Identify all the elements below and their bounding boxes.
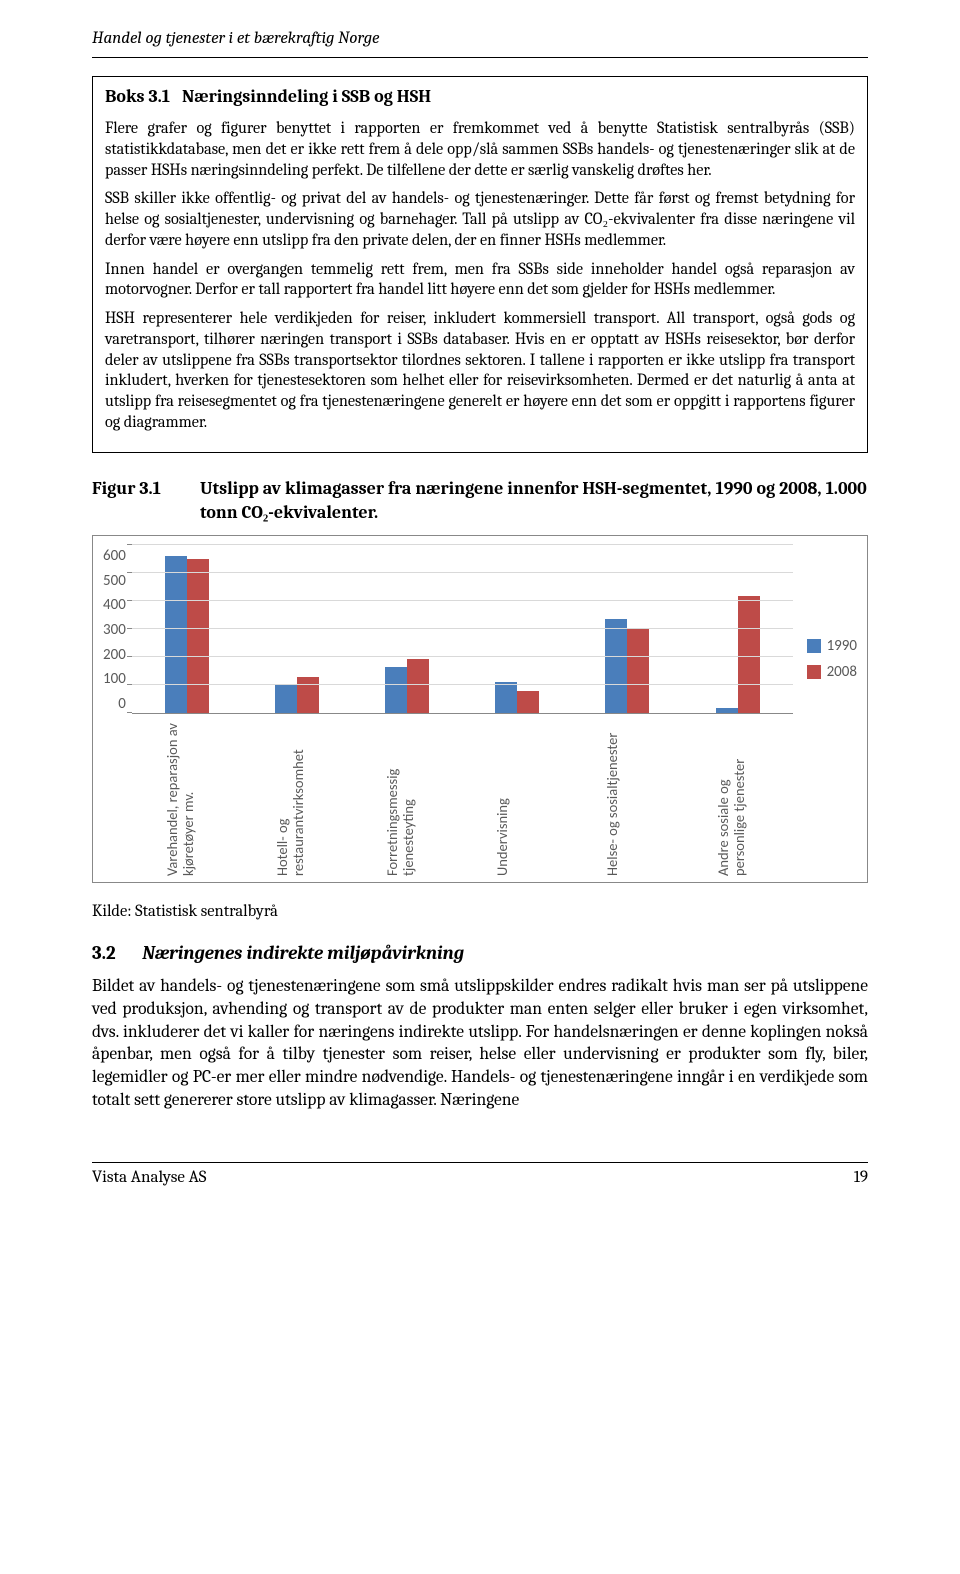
legend-item: 2008 xyxy=(807,662,857,682)
y-tick-label: 600 xyxy=(103,546,126,566)
section-title: Næringenes indirekte miljøpåvirkning xyxy=(142,942,464,964)
box-paragraph: Flere grafer og figurer benyttet i rappo… xyxy=(105,119,855,181)
bar xyxy=(165,556,187,713)
figure-caption: Utslipp av klimagasser fra næringene inn… xyxy=(200,477,868,526)
bar-group xyxy=(275,677,319,713)
chart-plot-area xyxy=(132,546,793,714)
y-tick-label: 500 xyxy=(103,571,126,591)
box-title: Boks 3.1 Næringsinndeling i SSB og HSH xyxy=(105,85,855,109)
x-tick-label: Forretningsmessig tjenesteyting xyxy=(385,720,429,876)
bar xyxy=(495,682,517,713)
figure-number: Figur 3.1 xyxy=(92,477,200,526)
x-tick-label: Varehandel, reparasjon av kjøretøyer mv. xyxy=(165,720,209,876)
legend-swatch xyxy=(807,639,821,653)
y-tick-label: 200 xyxy=(103,645,126,665)
bar-chart: 600 500 400 300 200 100 0 Varehandel, r xyxy=(92,535,868,883)
bar-group xyxy=(716,596,760,714)
bar xyxy=(738,596,760,714)
header-divider xyxy=(92,57,868,58)
chart-legend: 1990 2008 xyxy=(793,636,857,683)
bar-group xyxy=(605,619,649,713)
y-tick-label: 400 xyxy=(103,595,126,615)
running-header: Handel og tjenester i et bærekraftig Nor… xyxy=(92,28,868,51)
box-paragraph: HSH representerer hele verdikjeden for r… xyxy=(105,309,855,433)
body-paragraph: Bildet av handels- og tjenestenæringene … xyxy=(92,975,868,1112)
legend-label: 1990 xyxy=(827,636,857,656)
page-footer: Vista Analyse AS 19 xyxy=(92,1162,868,1190)
bar xyxy=(605,619,627,713)
bar xyxy=(385,667,407,713)
footer-divider xyxy=(92,1162,868,1163)
bar-group xyxy=(165,556,209,713)
x-tick-label: Helse- og sosialtjenester xyxy=(605,720,649,876)
box-paragraph: SSB skiller ikke offentlig- og privat de… xyxy=(105,189,855,251)
legend-swatch xyxy=(807,665,821,679)
bar-group xyxy=(495,682,539,713)
section-heading: 3.2 Næringenes indirekte miljøpåvirkning xyxy=(92,941,868,967)
x-tick-label: Undervisning xyxy=(495,720,539,876)
figure-heading: Figur 3.1 Utslipp av klimagasser fra nær… xyxy=(92,477,868,526)
bar xyxy=(297,677,319,713)
y-tick-label: 100 xyxy=(103,669,126,689)
bar xyxy=(517,691,539,713)
section-number: 3.2 xyxy=(92,941,138,967)
x-tick-label: Andre sosiale og personlige tjenester xyxy=(716,720,760,876)
bar-group xyxy=(385,659,429,714)
bar xyxy=(275,685,297,713)
y-tick-label: 0 xyxy=(118,694,126,714)
bar xyxy=(716,708,738,714)
bar xyxy=(187,559,209,713)
footer-left: Vista Analyse AS xyxy=(92,1167,207,1190)
box-number: Boks 3.1 xyxy=(105,86,170,107)
box-paragraph: Innen handel er overgangen temmelig rett… xyxy=(105,260,855,301)
info-box: Boks 3.1 Næringsinndeling i SSB og HSH F… xyxy=(92,76,868,453)
footer-page-number: 19 xyxy=(854,1167,868,1190)
chart-x-axis: Varehandel, reparasjon av kjøretøyer mv.… xyxy=(132,720,793,876)
bar xyxy=(407,659,429,714)
legend-label: 2008 xyxy=(827,662,857,682)
legend-item: 1990 xyxy=(807,636,857,656)
bar xyxy=(627,629,649,713)
figure-block: Figur 3.1 Utslipp av klimagasser fra nær… xyxy=(92,477,868,924)
figure-source: Kilde: Statistisk sentralbyrå xyxy=(92,901,868,923)
y-tick-label: 300 xyxy=(103,620,126,640)
x-tick-label: Hotell- og restaurantvirksomhet xyxy=(275,720,319,876)
box-heading: Næringsinndeling i SSB og HSH xyxy=(182,86,431,107)
